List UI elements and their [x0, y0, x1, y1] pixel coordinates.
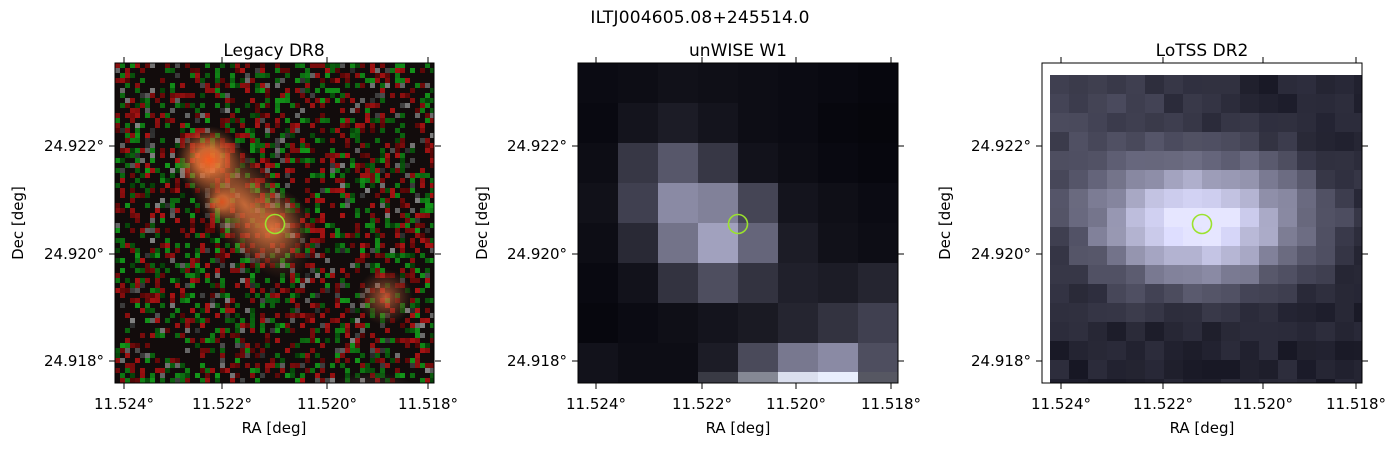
galaxy-bright-core: [175, 126, 243, 194]
x-tick-label: 11.518°: [861, 395, 921, 413]
y-tick-label: 24.918°: [971, 352, 1031, 370]
panel-title-unwise: unWISE W1: [689, 41, 787, 61]
x-axis-label: RA [deg]: [706, 419, 771, 437]
y-tick-label: 24.918°: [44, 352, 104, 370]
y-tick-label: 24.922°: [971, 137, 1031, 155]
x-tick-label: 11.522°: [672, 395, 732, 413]
x-tick-label: 11.520°: [297, 395, 357, 413]
y-tick-label: 24.920°: [507, 245, 567, 263]
y-tick-label: 24.920°: [971, 245, 1031, 263]
axes-ticks-lotss: [1036, 57, 1368, 389]
panel-title-lotss: LoTSS DR2: [1156, 41, 1249, 61]
x-tick-label: 11.524°: [94, 395, 154, 413]
source-marker: [264, 213, 286, 235]
panel-legacy-dr8: Legacy DR8 11.524° 11.522° 11.520° 11.51…: [9, 41, 458, 437]
panel-unwise-w1: unWISE W1 11.524° 11.522° 11.520° 11.518…: [473, 41, 921, 437]
x-tick-label: 11.522°: [192, 395, 252, 413]
source-marker: [727, 213, 749, 235]
galaxy-host: [232, 188, 312, 268]
y-axis-label: Dec [deg]: [9, 186, 27, 260]
galaxy-companion: [357, 269, 413, 325]
y-tick-label: 24.920°: [44, 245, 104, 263]
axes-ticks-legacy: [109, 57, 441, 389]
galaxy-secondary-core: [204, 184, 240, 220]
x-tick-label: 11.520°: [766, 395, 826, 413]
unwise-pixel-image: [578, 63, 898, 383]
y-tick-label: 24.922°: [507, 137, 567, 155]
x-tick-label: 11.522°: [1133, 395, 1193, 413]
y-tick-label: 24.922°: [44, 137, 104, 155]
x-axis-label: RA [deg]: [1170, 419, 1235, 437]
y-axis-label: Dec [deg]: [473, 186, 491, 260]
figure-title: ILTJ004605.08+245514.0: [590, 8, 810, 28]
x-axis-label: RA [deg]: [242, 419, 307, 437]
x-tick-label: 11.524°: [566, 395, 626, 413]
lotss-pixel-image: [1050, 75, 1362, 383]
y-tick-label: 24.918°: [507, 352, 567, 370]
x-tick-label: 11.524°: [1031, 395, 1091, 413]
x-tick-label: 11.520°: [1233, 395, 1293, 413]
x-tick-label: 11.518°: [398, 395, 458, 413]
panel-title-legacy: Legacy DR8: [223, 41, 324, 61]
galaxy-bottom-bright: [322, 348, 422, 383]
source-marker: [1191, 213, 1213, 235]
panel-lotss-dr2: LoTSS DR2 11.524° 11.522° 11.520° 11.518…: [936, 41, 1386, 437]
axes-ticks-unwise: [572, 57, 904, 389]
y-axis-label: Dec [deg]: [936, 186, 954, 260]
x-tick-label: 11.518°: [1326, 395, 1386, 413]
